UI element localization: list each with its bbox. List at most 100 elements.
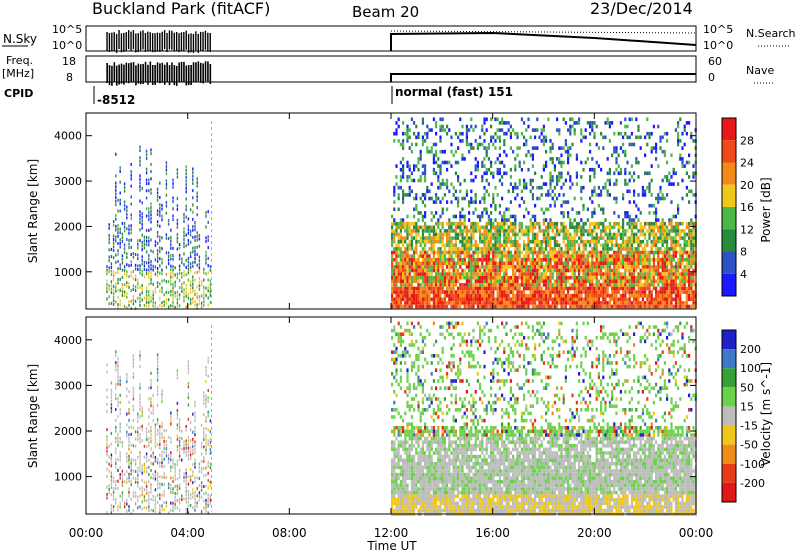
heat-cell — [668, 293, 671, 298]
heat-cell — [688, 265, 691, 269]
nsky-bar — [173, 32, 175, 52]
heat-cell — [538, 272, 541, 276]
nsky-bar — [156, 32, 159, 52]
heat-cell — [498, 275, 501, 280]
heat-cell — [531, 221, 534, 226]
heat-cell — [615, 243, 618, 248]
heat-cell — [692, 304, 695, 309]
heat-cell — [130, 213, 132, 217]
heat-cell — [648, 131, 651, 136]
heat-cell — [178, 304, 181, 308]
heat-cell — [479, 265, 482, 269]
heat-cell — [476, 293, 479, 298]
heat-cell — [492, 196, 495, 201]
heat-cell — [611, 272, 614, 276]
heat-cell — [613, 211, 616, 215]
heat-cell — [139, 293, 141, 297]
heat-cell — [670, 286, 673, 291]
heat-cell — [622, 272, 625, 276]
heat-cell — [593, 286, 596, 291]
freq-tick-bottom: 8 — [66, 71, 73, 84]
heat-cell — [615, 160, 618, 165]
heat-cell — [483, 275, 486, 280]
heat-cell — [606, 254, 609, 258]
heat-cell — [432, 160, 435, 165]
heat-cell — [602, 290, 605, 294]
heat-cell — [496, 293, 499, 298]
nsky-bar — [202, 31, 204, 51]
heat-cell — [117, 306, 119, 310]
heat-cell — [395, 121, 398, 125]
heat-cell — [606, 304, 609, 309]
heat-cell — [459, 221, 462, 226]
heat-cell — [604, 257, 607, 262]
heat-cell — [410, 229, 413, 233]
heat-cell — [123, 268, 126, 272]
heat-cell — [496, 225, 499, 230]
heat-cell — [117, 360, 119, 364]
heat-cell — [457, 304, 460, 309]
heat-cell — [661, 135, 664, 140]
heat-cell — [156, 187, 159, 191]
heat-cell — [586, 279, 589, 284]
heat-cell — [110, 273, 113, 277]
heat-cell — [465, 301, 468, 305]
heat-cell — [681, 221, 684, 226]
heat-cell — [525, 232, 528, 237]
heat-cell — [670, 247, 673, 251]
heat-cell — [580, 268, 583, 273]
heat-cell — [558, 301, 561, 305]
heat-cell — [549, 175, 552, 179]
heat-cell — [110, 475, 113, 479]
heat-cell — [123, 272, 126, 276]
heat-cell — [666, 175, 669, 179]
heat-cell — [395, 279, 398, 284]
heat-cell — [619, 275, 622, 280]
heat-cell — [470, 290, 473, 294]
heat-cell — [595, 301, 598, 305]
heat-cell — [487, 293, 490, 298]
heat-cell — [406, 286, 409, 291]
heat-cell — [564, 268, 567, 273]
heat-cell — [461, 196, 464, 201]
heat-cell — [527, 275, 530, 280]
heat-cell — [110, 255, 113, 259]
heat-cell — [595, 265, 598, 269]
heat-cell — [655, 149, 658, 154]
heat-cell — [399, 275, 402, 280]
heat-cell — [507, 304, 510, 309]
heat-cell — [690, 247, 693, 251]
heat-cell — [196, 285, 198, 289]
heat-cell — [582, 268, 585, 273]
heat-cell — [661, 221, 664, 226]
heat-cell — [681, 283, 684, 287]
heat-cell — [194, 260, 196, 264]
heat-cell — [553, 221, 556, 226]
heat-cell — [476, 272, 479, 276]
heat-cell — [397, 279, 400, 284]
heat-cell — [534, 265, 537, 269]
heat-cell — [128, 462, 130, 465]
heat-cell — [606, 225, 609, 230]
heat-cell — [501, 293, 504, 298]
heat-cell — [518, 164, 521, 168]
heat-cell — [419, 265, 422, 269]
heat-cell — [553, 225, 556, 230]
heat-cell — [531, 236, 534, 240]
heat-cell — [661, 178, 664, 183]
heat-cell — [529, 279, 532, 284]
heat-cell — [448, 283, 451, 287]
heat-cell — [593, 250, 596, 255]
heat-cell — [677, 211, 680, 215]
nsky-line — [390, 31, 697, 51]
heat-cell — [428, 229, 431, 233]
heat-cell — [545, 243, 548, 248]
heat-cell — [648, 182, 651, 186]
heat-cell — [496, 272, 499, 276]
heat-cell — [465, 304, 468, 309]
heat-cell — [496, 265, 499, 269]
heat-cell — [630, 304, 633, 309]
heat-cell — [145, 182, 148, 186]
heat-cell — [679, 283, 682, 287]
heat-cell — [479, 225, 482, 230]
